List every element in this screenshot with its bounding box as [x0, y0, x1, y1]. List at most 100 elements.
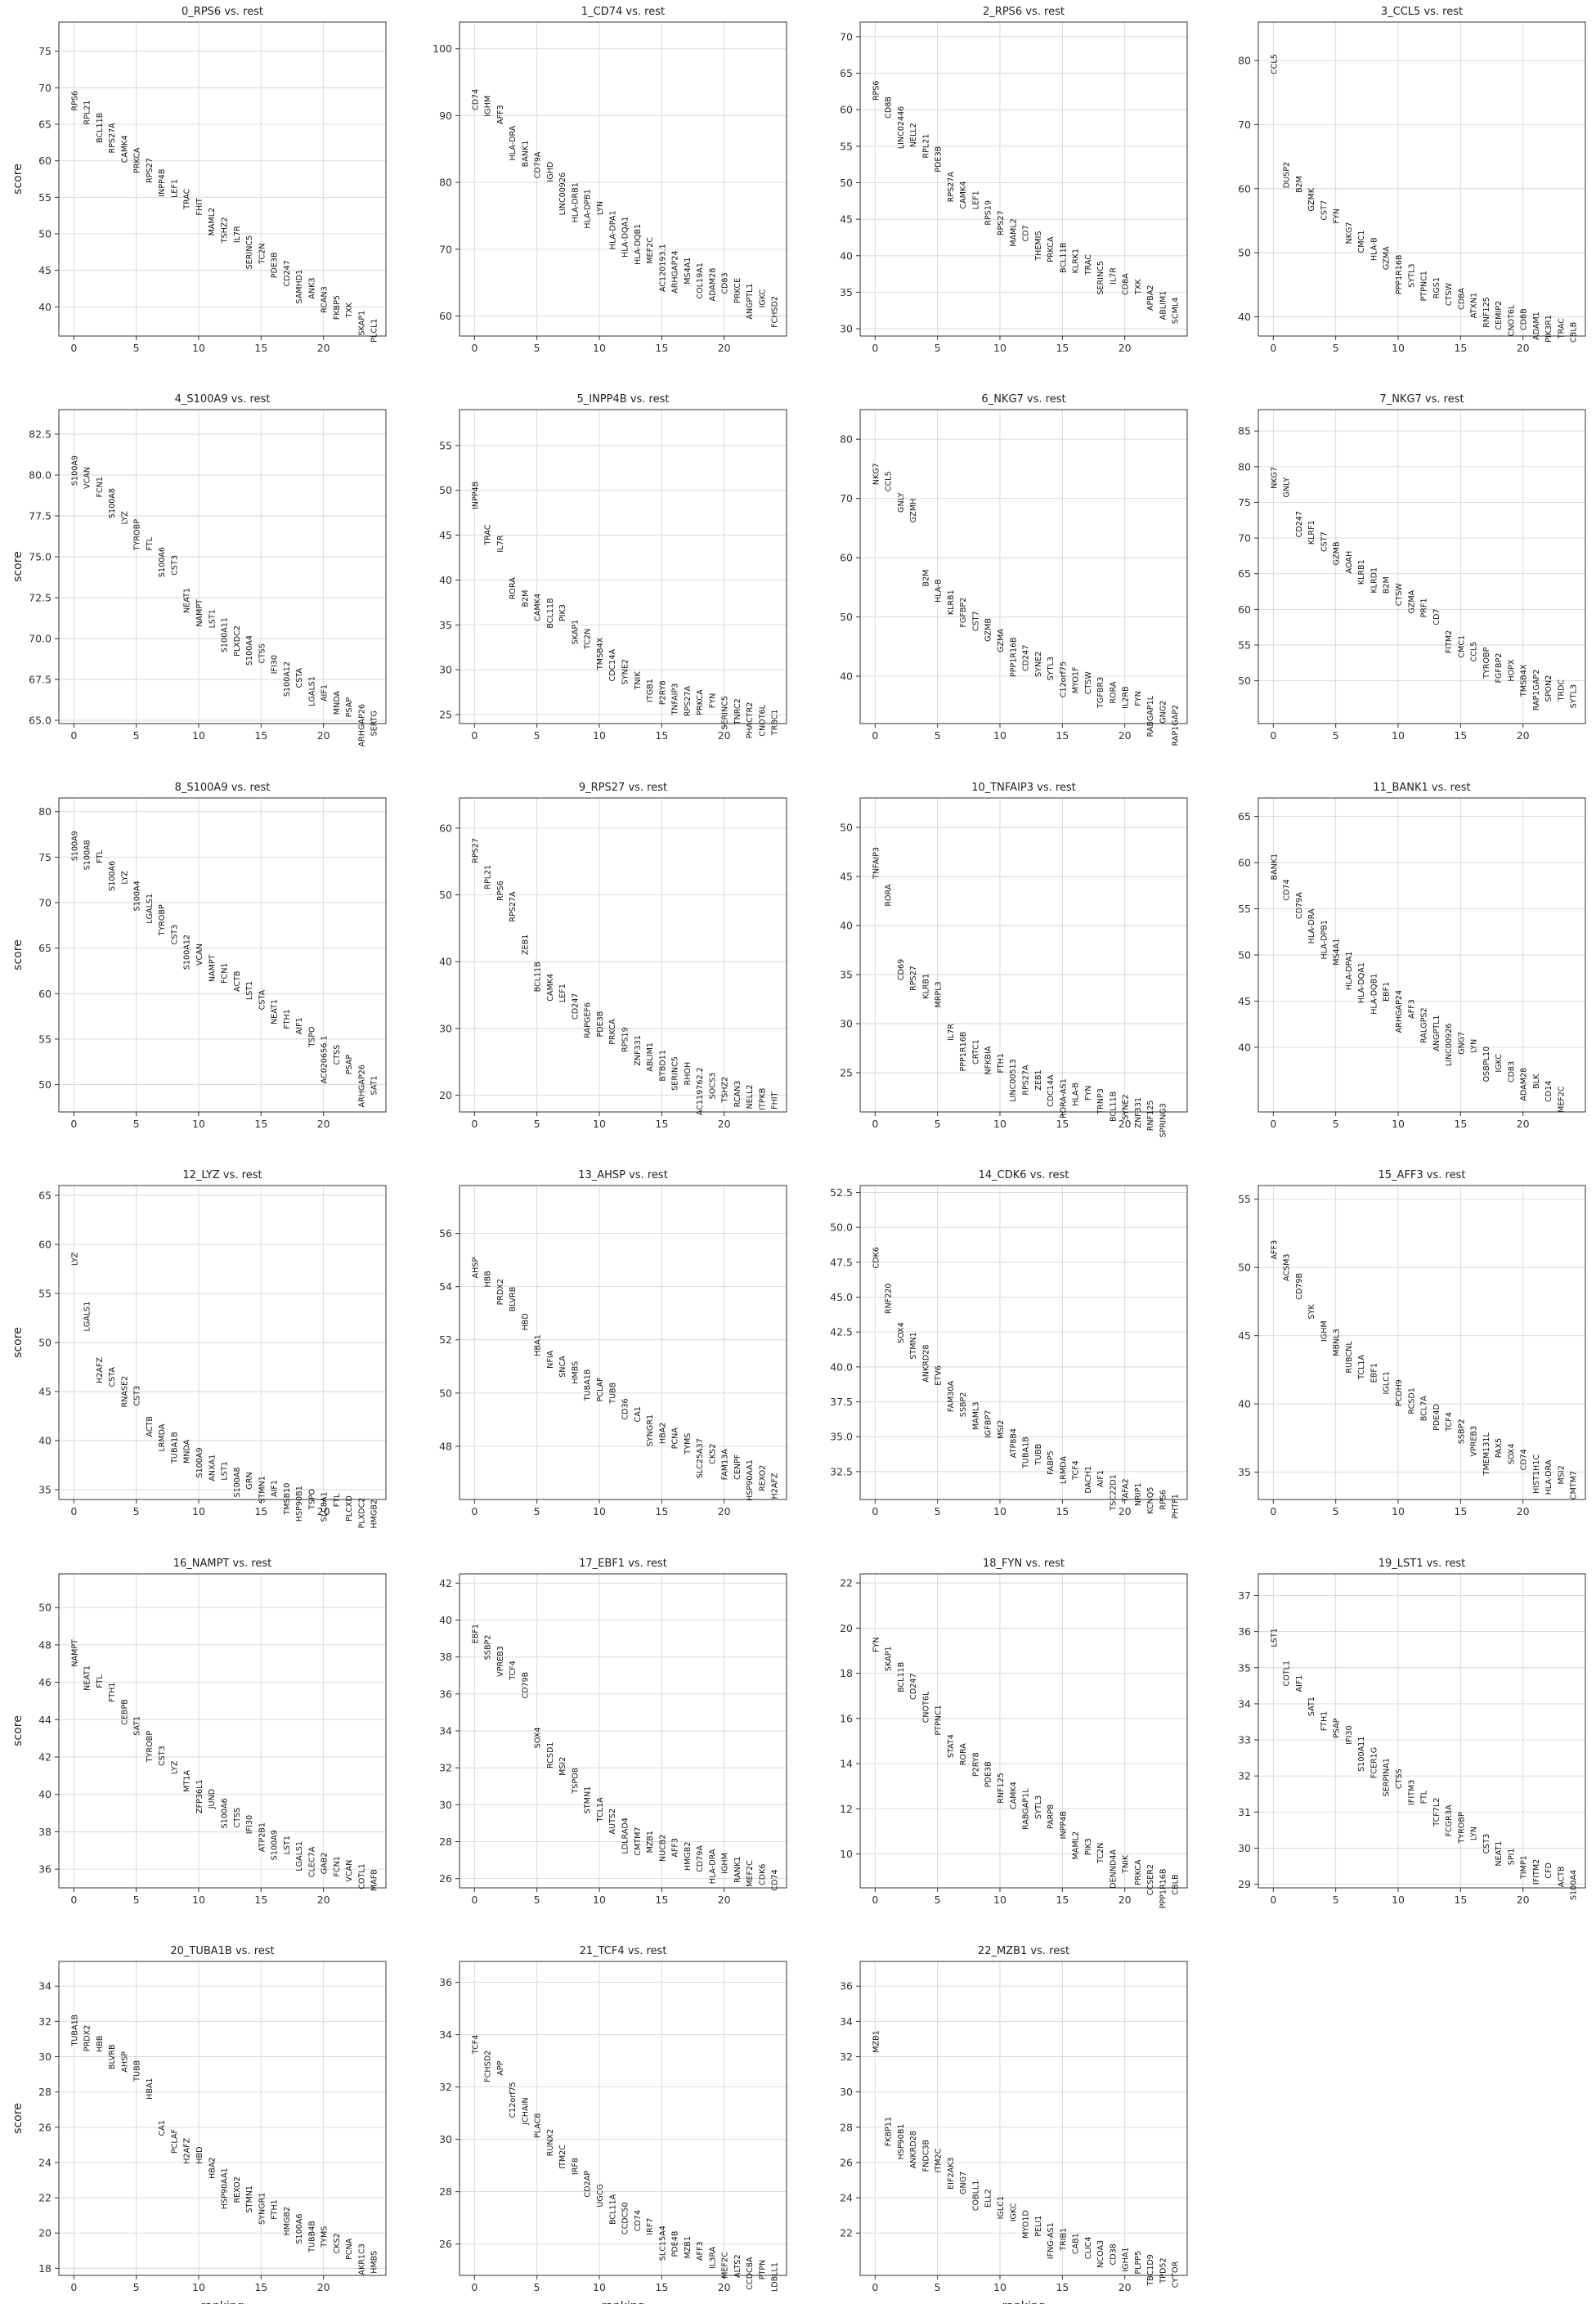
gene-label: PSAP: [345, 1055, 354, 1075]
plot-frame: [58, 1573, 387, 1889]
gene-label: TRBC1: [771, 709, 780, 736]
y-tick-label: 40: [439, 1614, 452, 1626]
gene-label: CST7: [971, 611, 980, 631]
gene-label: PHACTR2: [746, 702, 755, 739]
gene-label: IGHD: [546, 162, 555, 182]
gene-label: VPREB3: [1470, 1426, 1479, 1457]
gene-label: VPREB3: [496, 1646, 505, 1677]
gene-label: CLIC4: [1084, 2237, 1093, 2260]
gene-label: TSPO8: [571, 1768, 580, 1794]
x-tick-label: 15: [1454, 1118, 1467, 1130]
y-tick-label: 20: [38, 2227, 52, 2239]
gene-label: CD247: [1022, 645, 1031, 671]
y-tick-label: 30: [840, 2086, 853, 2098]
gene-label: PRF1: [1420, 598, 1429, 617]
gene-label: CD74: [1283, 879, 1292, 900]
x-tick-label: 5: [935, 729, 941, 742]
y-tick-label: 40: [840, 920, 853, 932]
gene-label: FAM30A: [947, 1380, 956, 1412]
x-tick-label: 15: [655, 2281, 668, 2293]
y-tick-label: 20: [439, 1089, 452, 1101]
gene-label: FAM13A: [721, 1449, 730, 1481]
x-tick-label: 15: [655, 1505, 668, 1517]
y-tick-label: 80: [38, 805, 52, 818]
gene-label: AIF1: [271, 1480, 280, 1497]
gene-label: TC2N: [1096, 1843, 1105, 1864]
gene-label: SKAP1: [357, 311, 366, 336]
gene-label: FKBP11: [885, 2117, 894, 2146]
gene-label: ATXN1: [1470, 293, 1479, 319]
gene-label: LST1: [283, 1836, 292, 1854]
plot-area: [860, 410, 1187, 724]
y-axis-label: score: [11, 164, 25, 195]
gene-label: RPS6: [872, 80, 881, 101]
y-tick-label: 50: [1238, 675, 1251, 687]
x-tick-label: 0: [1270, 1118, 1276, 1130]
gene-label: CD8A: [1122, 273, 1131, 295]
y-tick-label: 36: [439, 1976, 452, 1988]
gene-label: BCL11B: [534, 961, 543, 992]
gene-label: PSAP: [1333, 1718, 1342, 1738]
y-tick-label: 54: [439, 1280, 452, 1293]
gene-label: CDK6: [872, 1247, 881, 1268]
gene-label: HMGB2: [684, 1842, 693, 1871]
y-tick-label: 52.5: [830, 1186, 853, 1199]
y-tick-label: 50: [1238, 949, 1251, 961]
y-tick-label: 28: [840, 2121, 853, 2133]
gene-label: NRIP1: [1134, 1483, 1143, 1507]
gene-label: ALTS2: [733, 2254, 742, 2278]
x-tick-label: 0: [471, 729, 477, 742]
gene-label: AC020656.1: [321, 1036, 330, 1084]
gene-label: CTSS: [258, 643, 267, 664]
gene-label: PCLAF: [170, 2129, 179, 2154]
gene-label: PPP1R16B: [959, 1032, 968, 1072]
gene-label: RALGPS2: [1420, 1007, 1429, 1043]
x-tick-label: 0: [872, 2281, 878, 2293]
gene-label: CAMK4: [1009, 1782, 1018, 1809]
gene-label: PTPNC1: [935, 1705, 944, 1735]
y-tick-label: 70: [1238, 532, 1251, 545]
gene-label: RORA: [959, 1743, 968, 1765]
gene-label: PDE4D: [1432, 1404, 1441, 1431]
gene-label: VCAN: [195, 944, 204, 966]
y-tick-label: 32: [439, 2081, 452, 2093]
gene-label: CMTM7: [1570, 1471, 1579, 1499]
x-axis-label: ranking: [201, 2300, 244, 2304]
gene-label: PCDH9: [1395, 1379, 1404, 1406]
y-tick-label: 70.0: [29, 633, 52, 645]
gene-label: CD74: [634, 2210, 643, 2231]
y-tick-label: 30: [439, 664, 452, 676]
y-tick-label: 37.5: [830, 1396, 853, 1408]
gene-label: HBA1: [534, 1334, 543, 1356]
gene-label: TSC22D1: [1109, 1474, 1118, 1511]
x-tick-label: 10: [593, 1118, 606, 1130]
gene-label: PRKCE: [733, 278, 742, 303]
gene-label: AOAH: [1345, 551, 1354, 574]
y-tick-label: 60: [1238, 857, 1251, 869]
gene-label: BTBD11: [658, 1050, 667, 1082]
y-tick-label: 55: [38, 1033, 52, 1045]
y-tick-label: 28: [439, 2185, 452, 2198]
gene-label: IL7R: [947, 1024, 956, 1041]
plot-frame: [459, 1573, 787, 1889]
gene-label: CST7: [1320, 531, 1329, 552]
gene-label: LST1: [221, 1461, 230, 1480]
gene-label: PIK3: [1084, 1838, 1093, 1855]
gene-label: TRNP3: [1096, 1088, 1105, 1115]
y-tick-label: 45: [840, 871, 853, 883]
x-tick-label: 5: [935, 1118, 941, 1130]
gene-label: COBLL1: [971, 2181, 980, 2212]
gene-label: IGHM: [721, 1853, 730, 1874]
gene-label: CD247: [283, 260, 292, 286]
gene-label: TYROBP: [133, 519, 142, 552]
gene-label: CLEC7A: [307, 1846, 316, 1877]
gene-label: FCER1G: [1370, 1747, 1379, 1778]
gene-label: PLAC8: [534, 2113, 543, 2139]
gene-label: TYMS: [321, 2226, 330, 2248]
x-tick-label: 5: [133, 1118, 140, 1130]
gene-label: MS4A1: [1333, 939, 1342, 966]
gene-label: COTL1: [357, 1863, 366, 1889]
panel-title: 10_TNFAIP3 vs. rest: [971, 782, 1076, 794]
gene-label: NKG7: [872, 463, 881, 485]
